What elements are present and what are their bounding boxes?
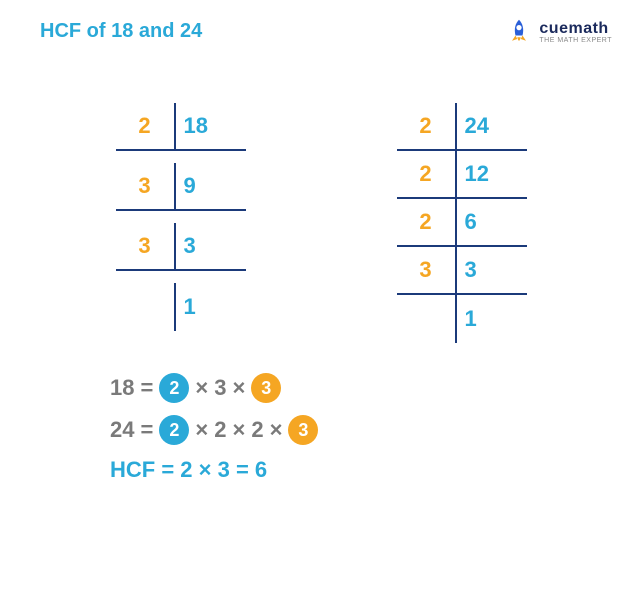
dividend-cell: 6 xyxy=(457,199,527,247)
factor-plain: 2 xyxy=(214,417,226,443)
equations: 18=2×3×3 24=2×2×2×3 HCF = 2 × 3 = 6 xyxy=(40,373,602,483)
divisor-cell: 2 xyxy=(116,103,176,151)
divisor-cell: 2 xyxy=(397,151,457,199)
equals-sign: = xyxy=(140,417,153,443)
factor-chip: 3 xyxy=(251,373,281,403)
factor-chip: 2 xyxy=(159,415,189,445)
factor-chip: 3 xyxy=(288,415,318,445)
factor-plain: 3 xyxy=(214,375,226,401)
factor-table-24: 22421226331 xyxy=(397,103,527,343)
dividend-cell: 18 xyxy=(176,103,246,151)
eq-lhs: 18 xyxy=(110,375,134,401)
dividend-cell: 1 xyxy=(176,283,246,331)
divisor-cell xyxy=(116,283,176,331)
divisor-cell: 2 xyxy=(397,103,457,151)
divisor-cell: 3 xyxy=(116,163,176,211)
divisor-cell: 3 xyxy=(397,247,457,295)
logo-brand: cuemath xyxy=(539,21,612,37)
dividend-cell: 3 xyxy=(176,223,246,271)
dividend-cell: 3 xyxy=(457,247,527,295)
equation-18: 18=2×3×3 xyxy=(110,373,602,403)
divisor-cell xyxy=(397,295,457,343)
brand-logo: cuemath THE MATH EXPERT xyxy=(505,18,612,46)
divisor-cell: 3 xyxy=(116,223,176,271)
dividend-cell: 9 xyxy=(176,163,246,211)
eq-lhs: 24 xyxy=(110,417,134,443)
dividend-cell: 12 xyxy=(457,151,527,199)
logo-text: cuemath THE MATH EXPERT xyxy=(539,21,612,44)
multiply-sign: × xyxy=(270,417,283,443)
divisor-cell: 2 xyxy=(397,199,457,247)
multiply-sign: × xyxy=(232,375,245,401)
multiply-sign: × xyxy=(195,417,208,443)
multiply-sign: × xyxy=(195,375,208,401)
dividend-cell: 1 xyxy=(457,295,527,343)
equals-sign: = xyxy=(140,375,153,401)
hcf-result: HCF = 2 × 3 = 6 xyxy=(110,457,602,483)
dividend-cell: 24 xyxy=(457,103,527,151)
multiply-sign: × xyxy=(232,417,245,443)
factor-tables: 21839331 22421226331 xyxy=(40,103,602,343)
equation-24: 24=2×2×2×3 xyxy=(110,415,602,445)
rocket-icon xyxy=(505,18,533,46)
factor-plain: 2 xyxy=(251,417,263,443)
logo-tagline: THE MATH EXPERT xyxy=(539,37,612,44)
factor-chip: 2 xyxy=(159,373,189,403)
factor-table-18: 21839331 xyxy=(116,103,246,343)
